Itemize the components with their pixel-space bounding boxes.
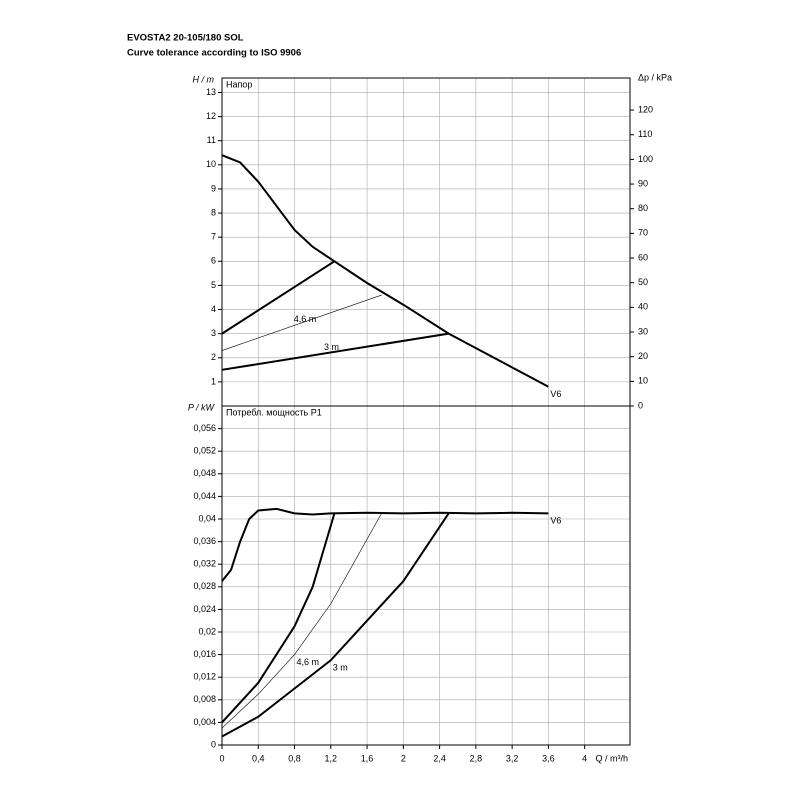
chart-title: EVOSTA2 20-105/180 SOL <box>127 33 244 44</box>
series-line <box>221 154 549 388</box>
y-tick-label: 3 <box>211 328 216 338</box>
y2-label: Δp / kPa <box>638 72 672 82</box>
x-tick-label: 0,8 <box>288 753 301 763</box>
y2-tick-label: 80 <box>638 203 648 213</box>
y-tick-label: 0,044 <box>193 491 216 501</box>
y-tick-label: 1 <box>211 376 216 386</box>
y-tick-label: 0,036 <box>193 536 216 546</box>
y-tick-label: 0,052 <box>193 446 216 456</box>
y-tick-label: 0,024 <box>193 604 216 614</box>
y-tick-label: 0,008 <box>193 694 216 704</box>
y2-tick-label: 30 <box>638 326 648 336</box>
series-label: 4,6 m <box>294 314 317 324</box>
y-tick-label: 10 <box>206 159 216 169</box>
series-line <box>221 513 336 724</box>
y2-tick-label: 70 <box>638 228 648 238</box>
y-tick-label: 0,048 <box>193 468 216 478</box>
x-tick-label: 4 <box>582 753 587 763</box>
y-tick-label: 13 <box>206 87 216 97</box>
y-tick-label: 0 <box>211 739 216 749</box>
y2-tick-label: 0 <box>638 400 643 410</box>
y-tick-label: 5 <box>211 280 216 290</box>
y-label: P / kW <box>188 402 216 412</box>
x-tick-label: 3,2 <box>506 753 519 763</box>
y-tick-label: 12 <box>206 111 216 121</box>
y2-tick-label: 50 <box>638 277 648 287</box>
x-tick-label: 0 <box>219 753 224 763</box>
series-label: 3 m <box>333 663 348 673</box>
series-label: V6 <box>550 389 561 399</box>
series-line <box>221 332 449 371</box>
series-label: V6 <box>550 516 561 526</box>
y2-tick-label: 40 <box>638 302 648 312</box>
y2-tick-label: 120 <box>638 104 653 114</box>
y2-tick-label: 100 <box>638 154 653 164</box>
series-line <box>221 294 382 351</box>
series-line <box>221 260 335 335</box>
series-label: 4,6 m <box>297 657 320 667</box>
y-tick-label: 0,056 <box>193 423 216 433</box>
x-tick-label: 1,2 <box>325 753 338 763</box>
y-tick-label: 6 <box>211 256 216 266</box>
x-tick-label: 2 <box>401 753 406 763</box>
x-tick-label: 1,6 <box>361 753 374 763</box>
y-tick-label: 0,02 <box>198 626 216 636</box>
y-tick-label: 9 <box>211 183 216 193</box>
y-tick-label: 0,028 <box>193 581 216 591</box>
y-tick-label: 2 <box>211 352 216 362</box>
chart-subtitle: Curve tolerance according to ISO 9906 <box>127 48 301 59</box>
x-tick-label: 0,4 <box>252 753 265 763</box>
series-line <box>221 507 549 582</box>
series-line <box>221 513 382 729</box>
x-tick-label: 3,6 <box>542 753 555 763</box>
y-tick-label: 11 <box>207 135 216 145</box>
x-tick-label: 2,4 <box>433 753 446 763</box>
series-label: 3 m <box>324 342 339 352</box>
y2-tick-label: 60 <box>638 252 648 262</box>
y-tick-label: 0,004 <box>193 717 216 727</box>
y2-tick-label: 110 <box>638 129 652 139</box>
y-tick-label: 0,032 <box>193 559 216 569</box>
x-tick-label: 2,8 <box>470 753 483 763</box>
y-tick-label: 7 <box>211 232 216 242</box>
y2-tick-label: 90 <box>638 178 648 188</box>
y-label: H / m <box>193 74 215 84</box>
plot-frame <box>221 405 631 746</box>
y2-tick-label: 10 <box>638 376 648 386</box>
y-tick-label: 0,012 <box>193 672 216 682</box>
panel-label: Потребл. мощность P1 <box>226 407 322 417</box>
plot-frame <box>221 77 631 407</box>
y2-tick-label: 20 <box>638 351 648 361</box>
y-tick-label: 4 <box>211 304 216 314</box>
x-label: Q / m³/h <box>595 753 628 763</box>
panel-label: Напор <box>226 79 252 89</box>
y-tick-label: 0,04 <box>198 513 216 523</box>
y-tick-label: 8 <box>211 207 216 217</box>
y-tick-label: 0,016 <box>193 649 216 659</box>
series-line <box>221 512 450 738</box>
